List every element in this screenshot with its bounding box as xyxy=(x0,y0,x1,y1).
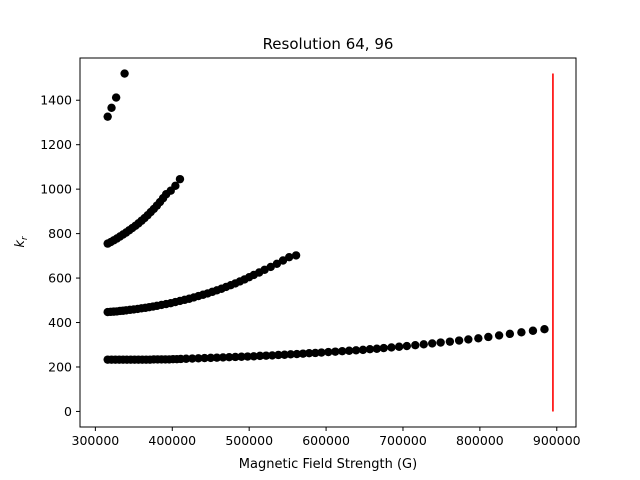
data-point-s0-55 xyxy=(411,341,420,350)
data-point-s0-66 xyxy=(517,328,526,337)
x-tick-label-1: 400000 xyxy=(148,433,196,448)
data-point-s2-21 xyxy=(171,181,180,191)
y-tick-label-2: 400 xyxy=(48,315,72,330)
y-tick-label-4: 800 xyxy=(48,226,72,241)
data-point-s0-62 xyxy=(474,334,483,343)
data-point-s0-67 xyxy=(528,326,538,335)
data-point-s0-20 xyxy=(181,354,191,363)
data-point-s0-34 xyxy=(268,351,277,360)
y-axis-label-base: k xyxy=(13,240,28,248)
data-point-s0-58 xyxy=(436,338,445,347)
x-tick-label-3: 600000 xyxy=(302,433,350,448)
data-point-s0-27 xyxy=(224,353,234,362)
data-point-s0-46 xyxy=(344,346,354,355)
data-point-s0-60 xyxy=(454,336,464,345)
data-point-s0-63 xyxy=(484,332,493,342)
y-tick-label-6: 1200 xyxy=(40,137,72,152)
x-tick-label-2: 500000 xyxy=(225,433,273,448)
x-tick-label-0: 300000 xyxy=(72,433,120,448)
plot-axes: 300000 400000 500000 600000 700000 800000 9000… xyxy=(40,57,581,448)
data-point-s0-54 xyxy=(402,341,412,351)
data-point-s1-40 xyxy=(278,256,288,265)
y-axis-label: kr xyxy=(13,235,30,248)
data-point-s0-64 xyxy=(494,331,504,340)
data-point-s0-28 xyxy=(231,352,240,362)
data-point-s3-3 xyxy=(120,69,129,78)
data-point-s0-51 xyxy=(379,343,388,353)
data-point-s0-29 xyxy=(237,352,246,361)
data-point-s3-2 xyxy=(111,93,121,102)
data-point-s0-38 xyxy=(292,349,302,359)
y-axis-label-sub: r xyxy=(20,235,30,240)
data-point-s0-37 xyxy=(286,350,295,359)
data-point-s0-59 xyxy=(445,337,455,346)
data-point-s0-49 xyxy=(365,345,375,354)
data-point-s3-1 xyxy=(107,103,116,112)
data-point-s0-24 xyxy=(206,353,215,363)
data-point-s0-65 xyxy=(505,329,515,339)
y-tick-label-0: 0 xyxy=(64,404,72,419)
y-tick-label-7: 1400 xyxy=(40,93,72,108)
data-point-s0-57 xyxy=(428,339,437,348)
data-point-s0-48 xyxy=(358,345,368,355)
chart-title: Resolution 64, 96 xyxy=(263,35,394,53)
data-point-s0-50 xyxy=(372,344,382,353)
data-point-s0-33 xyxy=(261,351,271,360)
y-tick-label-5: 1000 xyxy=(40,182,72,197)
data-point-s0-21 xyxy=(188,354,197,363)
data-point-s2-22 xyxy=(175,174,185,184)
data-point-s1-41 xyxy=(284,252,294,262)
data-point-s0-53 xyxy=(394,342,404,351)
plot-frame xyxy=(79,57,577,428)
data-point-s0-44 xyxy=(331,347,340,356)
data-point-s0-52 xyxy=(387,343,396,352)
y-tick-label-1: 200 xyxy=(48,359,72,374)
data-point-s0-47 xyxy=(351,346,361,355)
y-tick-label-3: 600 xyxy=(48,271,72,286)
plot-marks xyxy=(103,69,554,412)
x-tick-label-4: 700000 xyxy=(379,433,427,448)
data-point-s0-61 xyxy=(464,335,473,344)
data-point-s3-0 xyxy=(103,112,112,121)
data-point-s0-68 xyxy=(540,324,549,334)
data-point-s0-22 xyxy=(194,354,203,363)
x-tick-label-5: 800000 xyxy=(456,433,504,448)
data-point-s0-26 xyxy=(218,353,228,362)
data-point-s0-40 xyxy=(304,349,314,358)
data-point-s0-30 xyxy=(243,352,252,361)
data-point-s0-45 xyxy=(338,347,347,356)
data-point-s0-41 xyxy=(311,348,320,358)
data-point-s0-23 xyxy=(200,353,209,363)
x-tick-label-6: 900000 xyxy=(533,433,581,448)
data-point-s0-39 xyxy=(298,349,308,358)
data-point-s0-35 xyxy=(274,350,283,360)
data-point-s0-32 xyxy=(255,351,265,361)
data-point-s1-42 xyxy=(291,251,301,260)
data-point-s0-42 xyxy=(317,348,326,357)
data-point-s0-56 xyxy=(419,340,428,349)
data-point-s0-25 xyxy=(212,353,222,362)
x-axis-label: Magnetic Field Strength (G) xyxy=(239,457,417,472)
data-point-s0-36 xyxy=(280,350,289,359)
data-point-s1-39 xyxy=(272,259,282,269)
data-point-s0-43 xyxy=(324,347,333,357)
data-point-s0-31 xyxy=(249,352,258,361)
